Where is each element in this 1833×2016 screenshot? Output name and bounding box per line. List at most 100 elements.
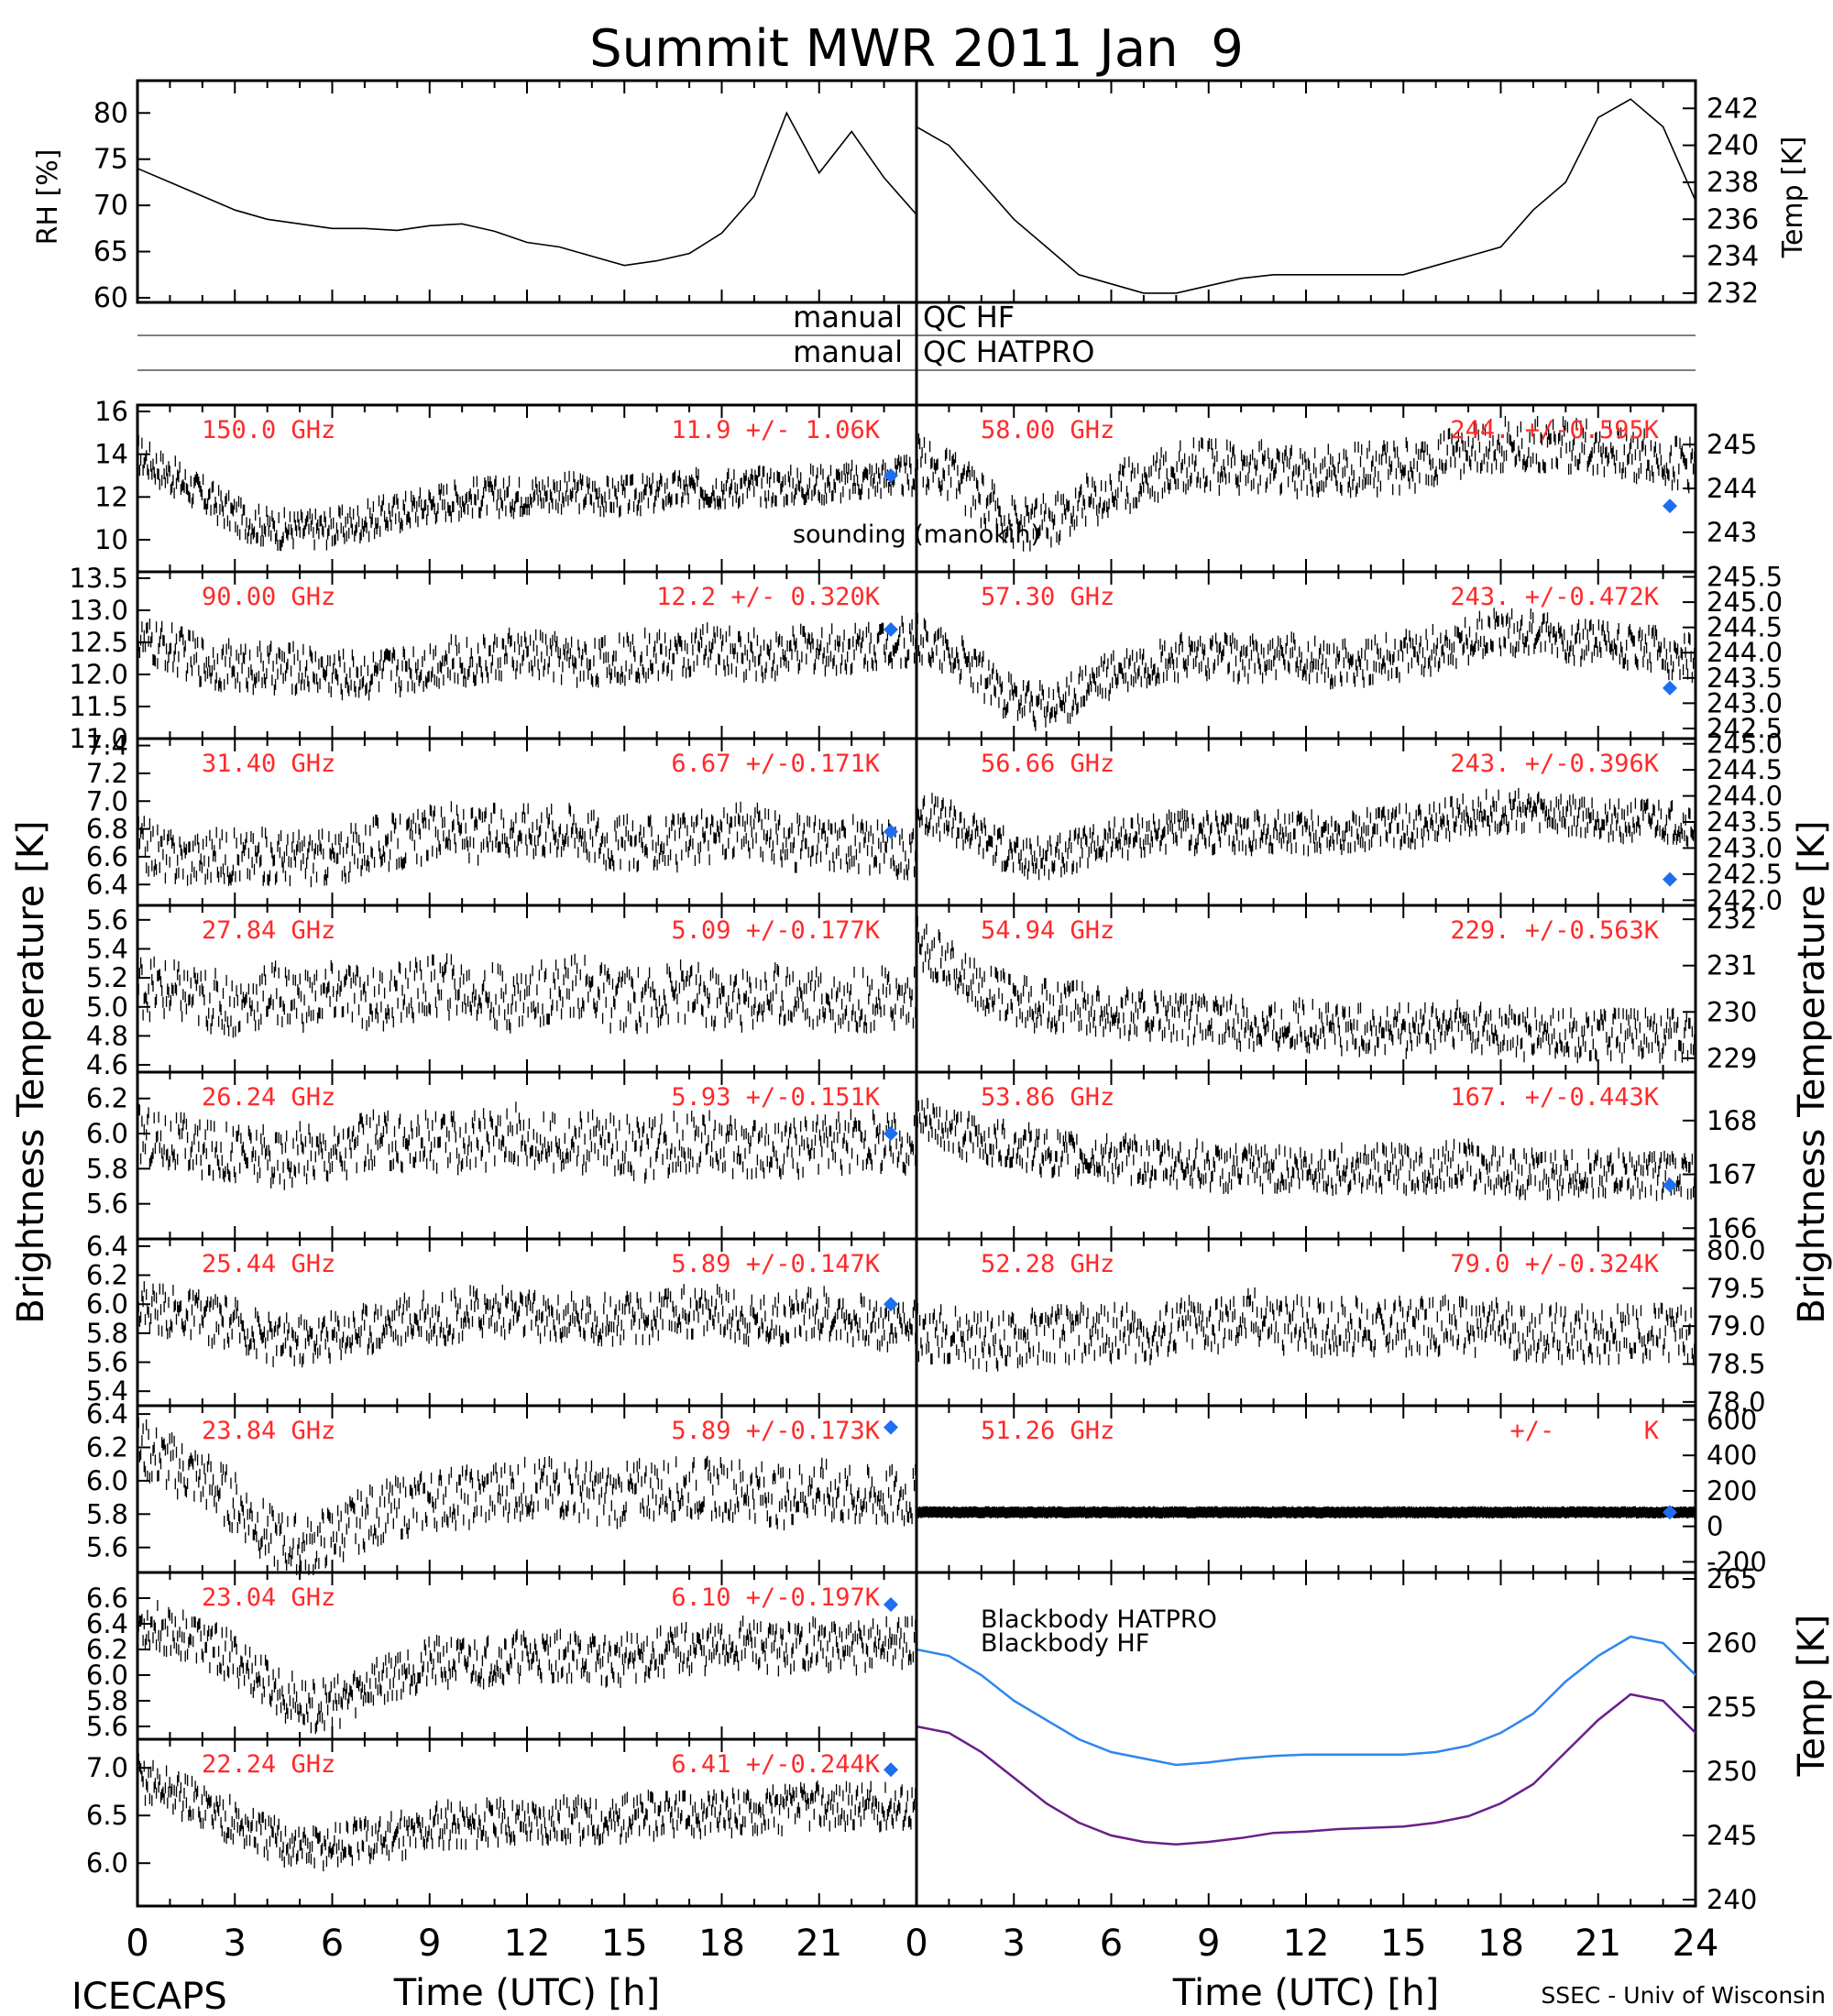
y-tick-label: 13.5	[69, 563, 128, 594]
rh-axis-title: RH [%]	[32, 149, 64, 246]
y-tick-label: 80.0	[1707, 1234, 1766, 1265]
y-tick-label: 244.0	[1707, 781, 1783, 812]
y-tick-label: 240	[1707, 130, 1759, 162]
y-tick-label: 79.5	[1707, 1273, 1766, 1304]
y-tick-label: 12.0	[69, 659, 128, 690]
sounding-marker	[1663, 1505, 1677, 1520]
y-tick-label: 5.8	[86, 1685, 128, 1716]
frequency-label: 54.94 GHz	[981, 916, 1114, 945]
left-axis-title: Brightness Temperature [K]	[10, 820, 52, 1323]
sounding-marker	[884, 1762, 898, 1778]
y-tick-label: 236	[1707, 203, 1759, 236]
y-tick-label: 0	[1707, 1511, 1723, 1542]
y-tick-label: 10	[94, 524, 128, 555]
frequency-label: 26.24 GHz	[202, 1083, 335, 1112]
y-tick-label: 6.2	[86, 1432, 128, 1463]
y-tick-label: 243.5	[1707, 663, 1783, 694]
mean-std-label: 6.10 +/-0.197K	[671, 1583, 880, 1612]
frequency-label: 53.86 GHz	[981, 1083, 1114, 1112]
qc-hf-right-label: QC HF	[923, 300, 1015, 334]
y-tick-label: 80	[93, 97, 128, 129]
y-tick-label: 4.6	[86, 1049, 128, 1080]
y-tick-label: 14	[94, 439, 128, 470]
x-tick-label: 15	[601, 1923, 648, 1965]
y-tick-label: 243.5	[1707, 806, 1783, 838]
y-tick-label: 245.0	[1707, 586, 1783, 618]
y-tick-label: 265	[1707, 1563, 1757, 1594]
y-tick-label: 75	[93, 144, 128, 176]
y-tick-label: 7.2	[86, 758, 128, 789]
y-tick-label: 6.0	[86, 1660, 128, 1691]
y-tick-label: 5.6	[86, 1189, 128, 1220]
x-tick-label: 3	[1003, 1923, 1026, 1965]
tb-observations	[916, 1098, 1696, 1201]
y-tick-label: 245	[1707, 1820, 1757, 1851]
y-tick-label: 6.4	[86, 1608, 128, 1639]
x-axis-title-left: Time (UTC) [h]	[393, 1972, 660, 2014]
sounding-marker	[884, 468, 898, 483]
tb-observations	[137, 1101, 916, 1190]
sounding-marker	[1663, 499, 1677, 514]
y-tick-label: 244.5	[1707, 754, 1783, 785]
y-tick-label: 250	[1707, 1756, 1757, 1787]
y-tick-label: 243.0	[1707, 687, 1783, 718]
plot-area: 606570758023223423623824024210121416150.…	[69, 79, 1783, 1965]
mean-std-label: 79.0 +/-0.324K	[1450, 1250, 1659, 1278]
footer-right-label: SSEC - Univ of Wisconsin	[1541, 1982, 1826, 2009]
qc-hatpro-right-label: QC HATPRO	[923, 334, 1094, 369]
y-tick-label: 5.4	[86, 1375, 128, 1407]
y-tick-label: 255	[1707, 1692, 1757, 1723]
temp-line	[916, 98, 1696, 294]
mean-std-label: 5.93 +/-0.151K	[671, 1083, 880, 1112]
tb-observations	[137, 615, 916, 701]
y-tick-label: 229	[1707, 1043, 1757, 1074]
mean-std-label: 229. +/-0.563K	[1450, 916, 1659, 945]
mean-std-label: 244. +/-0.595K	[1450, 416, 1659, 444]
y-tick-label: 7.0	[86, 785, 128, 816]
y-tick-label: 245.5	[1707, 562, 1783, 593]
frequency-label: 31.40 GHz	[202, 750, 335, 778]
sounding-marker	[1663, 871, 1677, 887]
y-tick-label: 4.8	[86, 1020, 128, 1051]
y-tick-label: 6.0	[86, 1118, 128, 1149]
sounding-marker	[884, 824, 898, 839]
y-tick-label: 232	[1707, 904, 1757, 935]
y-tick-label: 400	[1707, 1440, 1757, 1471]
y-tick-label: 238	[1707, 167, 1759, 199]
y-tick-label: 6.0	[86, 1847, 128, 1879]
right-axis-title: Brightness Temperature [K]	[1791, 820, 1833, 1323]
x-tick-label: 6	[1100, 1923, 1123, 1965]
frequency-label: 23.04 GHz	[202, 1583, 335, 1612]
x-tick-label: 12	[504, 1923, 551, 1965]
y-tick-label: 232	[1707, 278, 1759, 310]
tb-observations	[916, 1506, 1696, 1519]
y-tick-label: 5.8	[86, 1153, 128, 1184]
frequency-label: 58.00 GHz	[981, 416, 1114, 444]
y-tick-label: 5.6	[86, 1711, 128, 1742]
x-tick-label: 9	[1197, 1923, 1220, 1965]
x-tick-label: 21	[1575, 1923, 1621, 1965]
x-axis-title-right: Time (UTC) [h]	[1172, 1972, 1439, 2014]
mean-std-label: 5.89 +/-0.173K	[671, 1417, 880, 1445]
frequency-label: 150.0 GHz	[202, 416, 335, 444]
frequency-label: 57.30 GHz	[981, 583, 1114, 611]
y-tick-label: 168	[1707, 1105, 1757, 1136]
y-tick-label: 234	[1707, 241, 1759, 273]
x-tick-label: 21	[796, 1923, 842, 1965]
y-tick-label: 5.2	[86, 962, 128, 993]
y-tick-label: 5.0	[86, 992, 128, 1023]
y-tick-label: 244.0	[1707, 637, 1783, 668]
blackbody-hf-line	[916, 1693, 1696, 1846]
y-tick-label: 260	[1707, 1627, 1757, 1659]
x-tick-label: 18	[698, 1923, 745, 1965]
tb-observations	[137, 801, 916, 888]
y-tick-label: 6.2	[86, 1260, 128, 1291]
legend-entry: Blackbody HATPRO	[981, 1605, 1217, 1634]
sounding-marker	[884, 1297, 898, 1312]
blackbody-temp-axis-title: Temp [K]	[1791, 1615, 1833, 1778]
sounding-marker	[1663, 680, 1677, 696]
y-tick-label: 242.5	[1707, 713, 1783, 744]
y-tick-label: 79.0	[1707, 1310, 1766, 1342]
y-tick-label: 200	[1707, 1475, 1757, 1507]
y-tick-label: 65	[93, 236, 128, 268]
